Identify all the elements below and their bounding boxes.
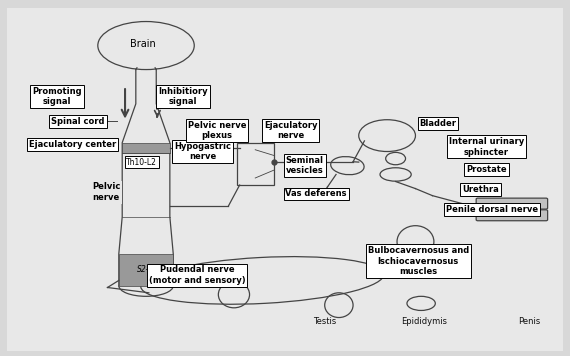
Text: S2–4: S2–4 xyxy=(137,265,155,274)
Text: Brain: Brain xyxy=(131,39,156,49)
Text: Pelvic nerve
plexus: Pelvic nerve plexus xyxy=(188,121,246,140)
Text: Penile dorsal nerve: Penile dorsal nerve xyxy=(446,205,538,214)
Text: Internal urinary
sphincter: Internal urinary sphincter xyxy=(449,137,524,157)
Text: Pelvic
nerve: Pelvic nerve xyxy=(92,182,120,202)
Bar xyxy=(122,143,170,153)
Text: Pudendal nerve
(motor and sensory): Pudendal nerve (motor and sensory) xyxy=(149,266,246,285)
Text: Testis: Testis xyxy=(313,316,336,325)
Text: Bulbocavernosus and
Ischiocavernosus
muscles: Bulbocavernosus and Ischiocavernosus mus… xyxy=(368,246,469,276)
Text: Spinal cord: Spinal cord xyxy=(51,117,105,126)
Bar xyxy=(237,143,274,185)
Text: Inhibitiory
signal: Inhibitiory signal xyxy=(158,87,207,106)
Bar xyxy=(119,254,173,286)
Text: Penis: Penis xyxy=(518,316,540,325)
Text: Vas deferens: Vas deferens xyxy=(286,189,347,198)
Text: Bladder: Bladder xyxy=(420,119,457,128)
Text: Urethra: Urethra xyxy=(462,185,499,194)
FancyBboxPatch shape xyxy=(476,210,548,221)
FancyBboxPatch shape xyxy=(476,198,548,209)
Text: Ejaculatory center: Ejaculatory center xyxy=(28,140,116,149)
Text: Th10-L2: Th10-L2 xyxy=(126,158,157,167)
Text: Prostate: Prostate xyxy=(466,165,507,174)
Text: Epididymis: Epididymis xyxy=(401,316,447,325)
Text: Seminal
vesicles: Seminal vesicles xyxy=(286,156,324,176)
FancyBboxPatch shape xyxy=(7,9,563,351)
Text: Ejaculatory
nerve: Ejaculatory nerve xyxy=(264,121,317,140)
Text: Promoting
signal: Promoting signal xyxy=(32,87,82,106)
Text: Hypogastric
nerve: Hypogastric nerve xyxy=(174,142,231,161)
